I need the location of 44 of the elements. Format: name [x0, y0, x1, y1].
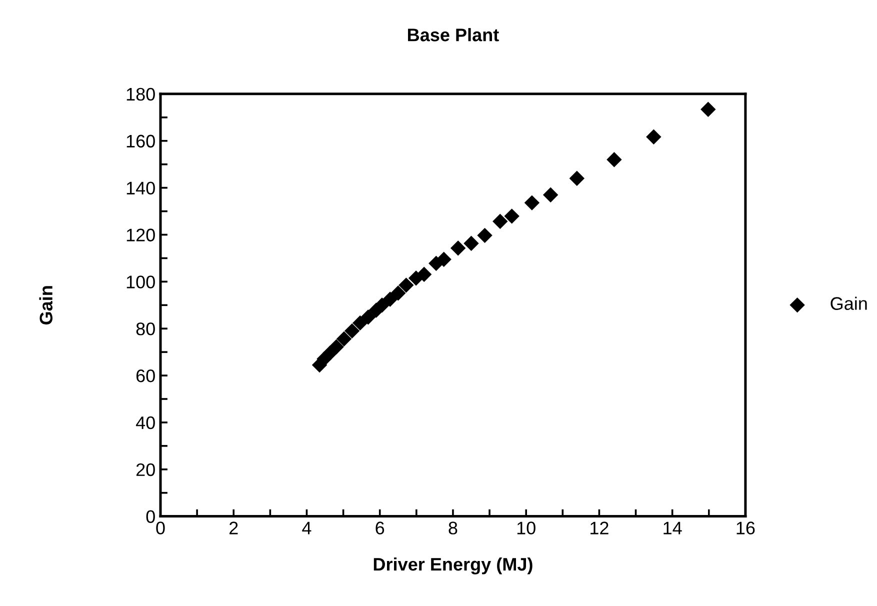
- x-tick-label: 6: [376, 522, 384, 534]
- y-tick-label: 60: [136, 369, 155, 382]
- x-tick-label: 0: [156, 522, 165, 534]
- x-tick-label: 16: [736, 522, 755, 534]
- y-axis-title: Gain: [39, 286, 52, 324]
- point: [398, 278, 414, 293]
- point: [416, 266, 432, 282]
- point: [542, 187, 558, 202]
- x-tick-label: 2: [230, 522, 238, 534]
- y-tick-label: 20: [136, 463, 155, 476]
- x-tick-label: 14: [664, 522, 682, 534]
- point: [569, 170, 585, 186]
- point: [504, 208, 520, 224]
- point: [492, 214, 508, 229]
- y-tick-label: 40: [136, 416, 155, 430]
- y-tick-label: 80: [136, 322, 155, 336]
- point: [336, 331, 352, 347]
- point: [352, 315, 368, 331]
- point: [390, 286, 406, 301]
- x-tick-label: 10: [517, 522, 536, 534]
- y-tick-label: 160: [126, 134, 155, 148]
- y-tick-label: 100: [126, 276, 155, 288]
- point: [700, 102, 716, 118]
- x-axis-title: Driver Energy (MJ): [374, 557, 532, 574]
- point: [328, 339, 344, 354]
- point: [464, 236, 479, 252]
- x-tick-label: 4: [302, 522, 312, 534]
- point: [360, 309, 376, 325]
- x-tick-label: 8: [448, 522, 458, 534]
- point: [382, 292, 398, 307]
- point: [450, 240, 466, 256]
- y-tick-label: 140: [126, 182, 155, 195]
- point: [344, 323, 360, 339]
- x-tick-label: 12: [590, 522, 608, 534]
- y-tick-label: 180: [126, 88, 155, 101]
- point: [436, 252, 452, 267]
- y-tick-label: 120: [126, 228, 155, 242]
- legend-label: Gain: [830, 296, 867, 310]
- chart-title: Base Plant: [408, 28, 499, 42]
- y-tick-label: 0: [146, 510, 155, 524]
- point: [524, 195, 540, 210]
- point: [646, 129, 662, 144]
- point: [477, 228, 492, 244]
- point: [606, 152, 622, 168]
